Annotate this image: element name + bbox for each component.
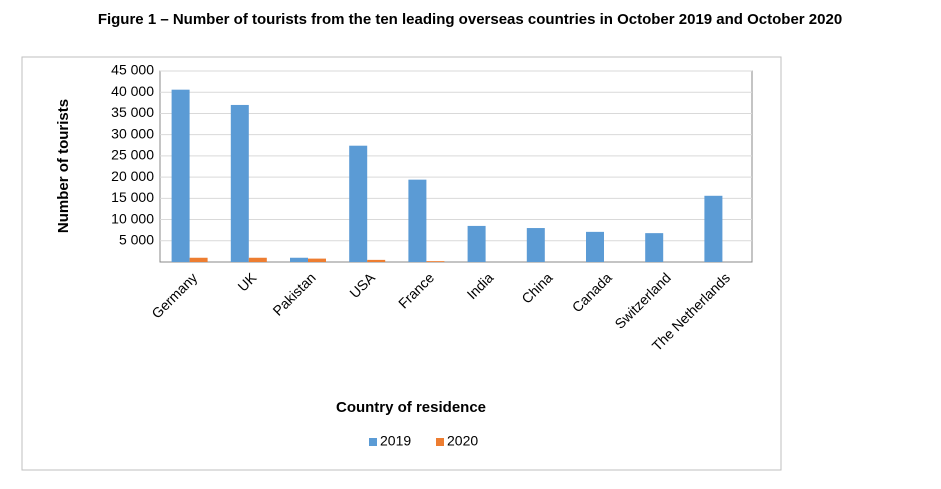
y-tick-label: 45 000 [111, 62, 154, 78]
x-axis-title: Country of residence [336, 399, 486, 416]
bar [367, 259, 386, 262]
legend-label: 2019 [380, 433, 411, 449]
bar [171, 89, 190, 262]
bar [426, 261, 445, 262]
bar [308, 258, 326, 262]
y-tick-label: 40 000 [111, 83, 154, 99]
bar [230, 104, 249, 262]
bar [467, 225, 486, 262]
legend-swatch [369, 438, 377, 446]
bar [704, 195, 723, 262]
legend-label: 2020 [447, 433, 478, 449]
y-tick-label: 30 000 [111, 125, 154, 141]
bar [189, 257, 208, 262]
chart-title: Figure 1 – Number of tourists from the t… [98, 11, 842, 28]
bar [645, 233, 664, 262]
legend-swatch [436, 438, 444, 446]
bar [408, 179, 427, 262]
plot-area [159, 70, 753, 263]
y-tick-label: 20 000 [111, 168, 154, 184]
y-tick-label: 5 000 [119, 231, 154, 247]
bar [290, 257, 308, 262]
y-tick-label: 35 000 [111, 104, 154, 120]
bar [349, 145, 368, 262]
bar [586, 231, 604, 262]
y-axis-title: Number of tourists [55, 99, 72, 233]
y-tick-label: 15 000 [111, 189, 154, 205]
y-tick-label: 25 000 [111, 147, 154, 163]
y-tick-label: 10 000 [111, 210, 154, 226]
bar [248, 257, 267, 262]
bar [526, 228, 545, 262]
